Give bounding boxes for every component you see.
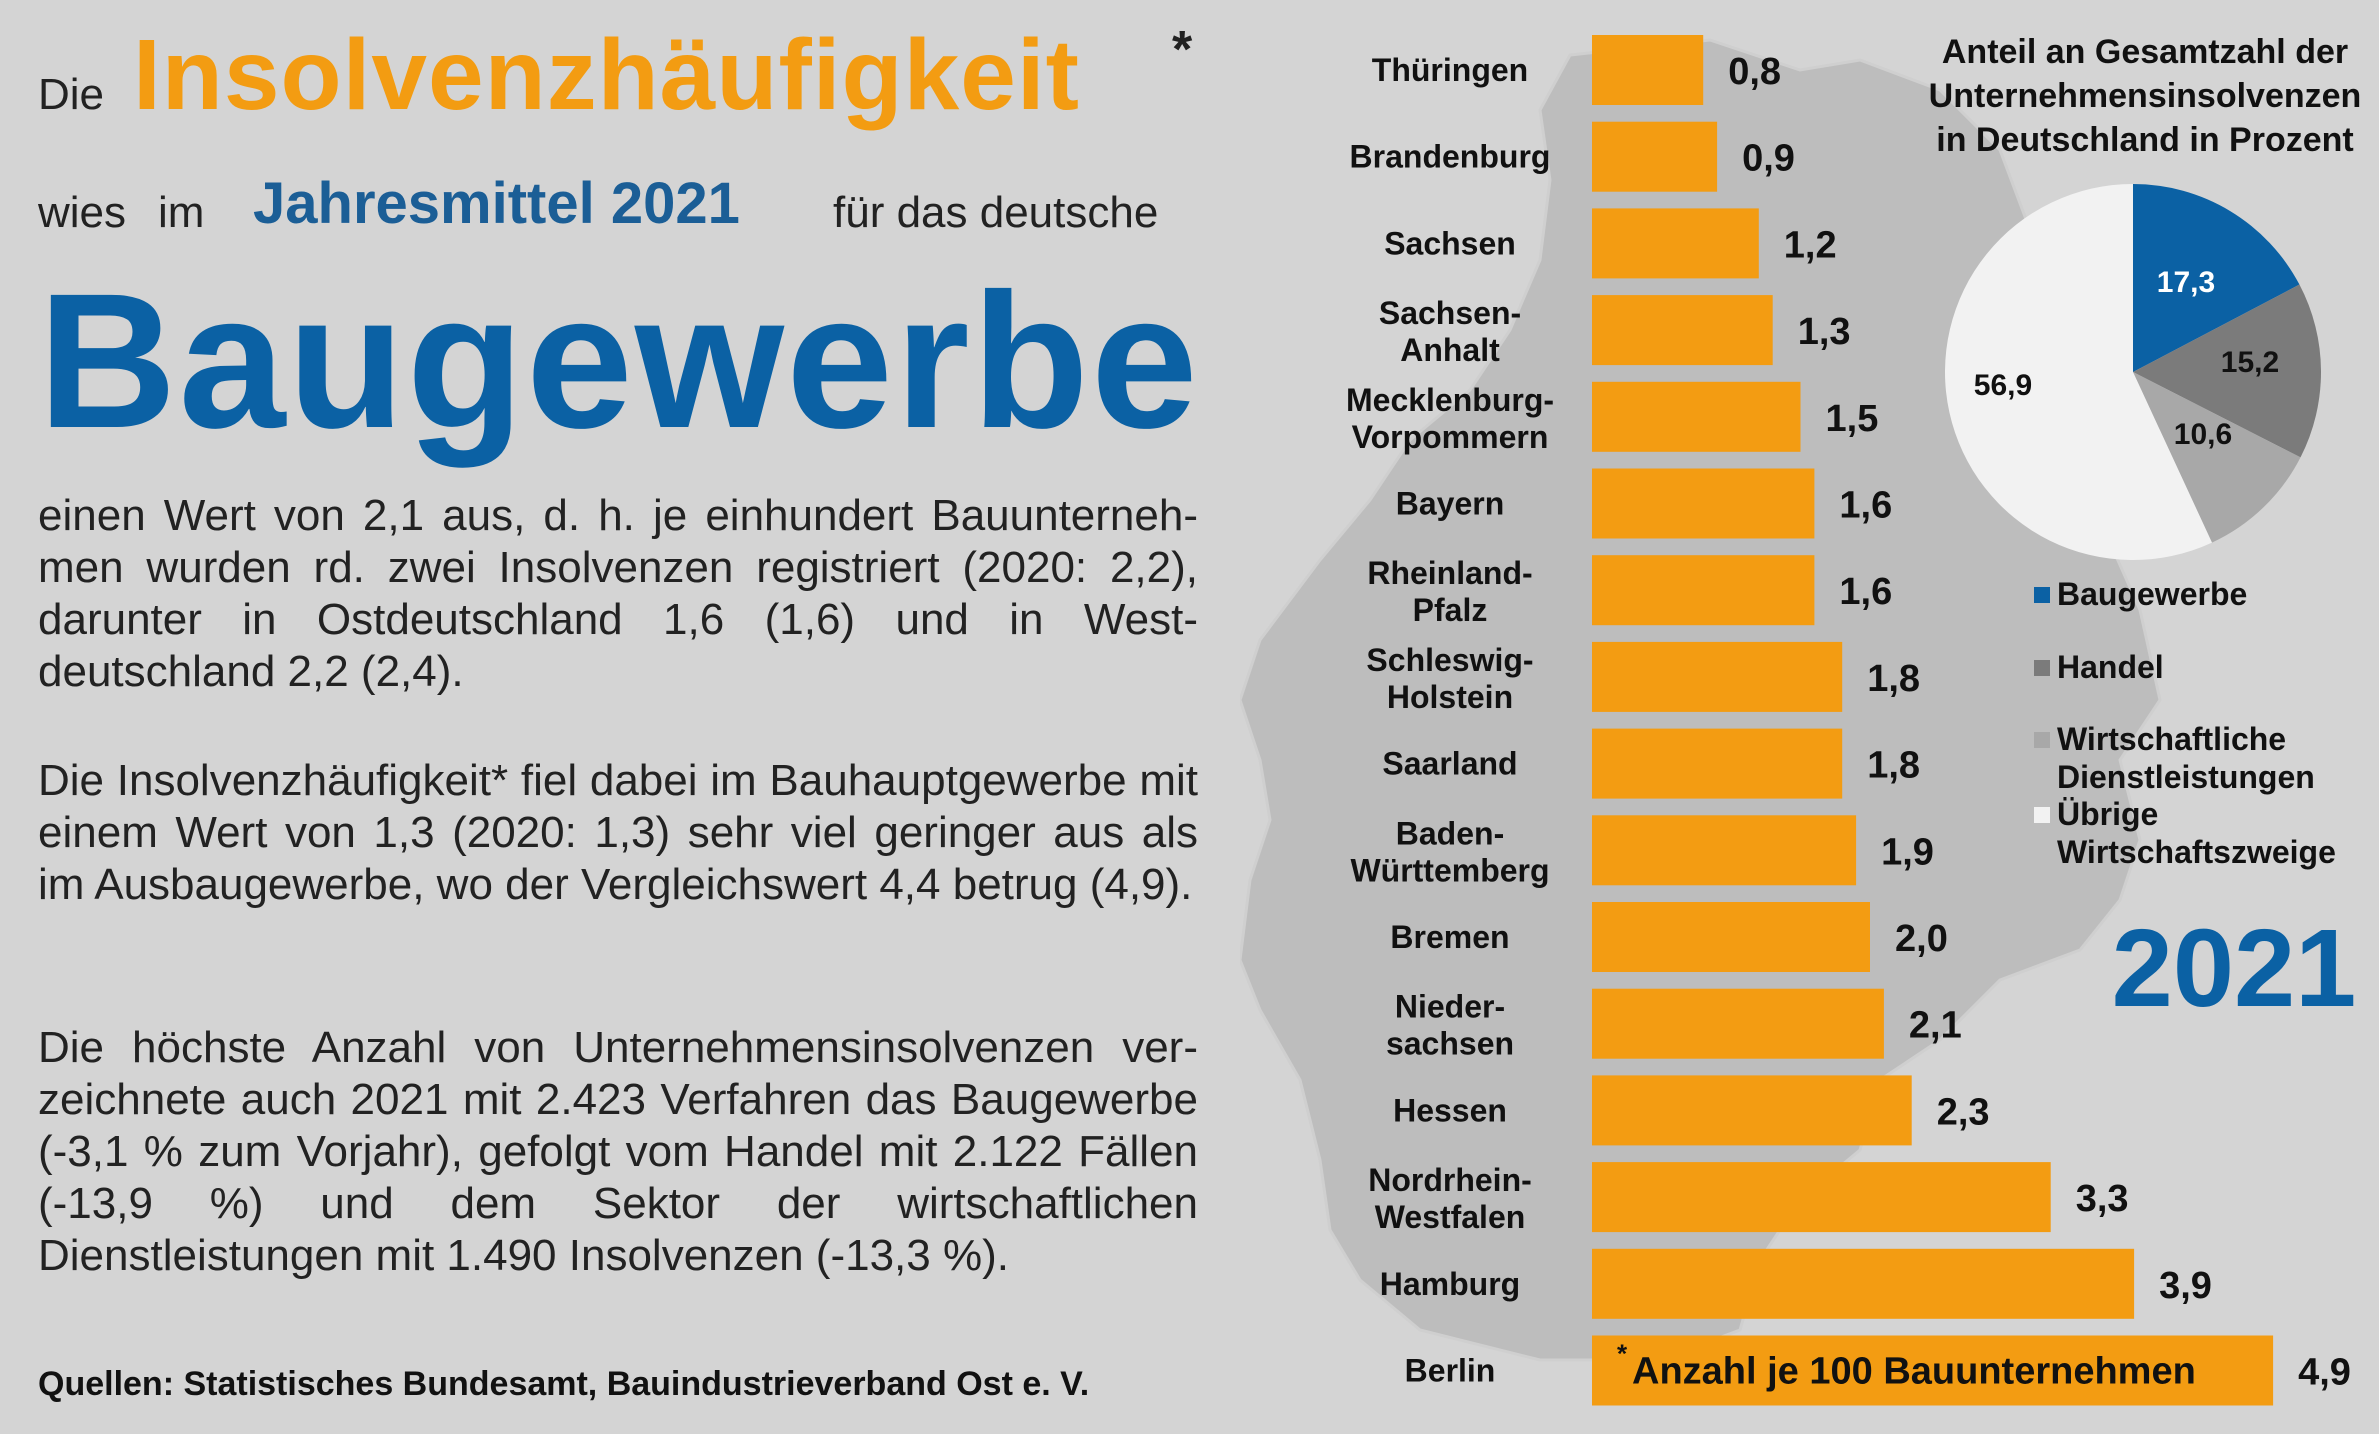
value-label-10: 2,0 <box>1895 918 1948 960</box>
category-label-11-a: Nieder- <box>1395 989 1505 1025</box>
headline-row2: wies im Jahresmittel 2021 für das deutsc… <box>38 170 1198 250</box>
chart-svg: Thüringen 0,8 Brandenburg 0,9 Sachsen 1,2 Sach… <box>1346 33 2362 1406</box>
category-label-5: Bayern <box>1396 486 1505 522</box>
category-label-3-b: Anhalt <box>1400 332 1500 368</box>
legend-label-1-0: Handel <box>2057 649 2164 685</box>
pie-slice-1 <box>2133 284 2321 458</box>
category-label-15: Berlin <box>1405 1353 1496 1389</box>
value-label-1: 0,9 <box>1742 138 1795 180</box>
pie-title-line-1: Unternehmensinsolvenzen <box>1929 77 2362 115</box>
bar-9 <box>1592 815 1857 886</box>
footnote-star: * <box>1617 1339 1628 1369</box>
bar-13 <box>1592 1162 2051 1233</box>
legend-label-2-0: Wirtschaftliche <box>2057 721 2286 757</box>
pie-value-label-3: 56,9 <box>1974 369 2032 402</box>
value-label-5: 1,6 <box>1839 485 1892 527</box>
value-label-3: 1,3 <box>1798 311 1851 353</box>
value-label-14: 3,9 <box>2159 1265 2212 1307</box>
category-label-1: Brandenburg <box>1350 139 1551 175</box>
headline-big: Baugewerbe <box>38 253 1200 468</box>
text-panel: Die Insolvenzhäufigkeit * wies im Jahres… <box>38 19 1200 1403</box>
value-label-13: 3,3 <box>2076 1178 2129 1220</box>
bar-6 <box>1592 555 1815 626</box>
value-label-12: 2,3 <box>1937 1091 1990 1133</box>
legend-label-3-1: Wirtschaftszweige <box>2057 834 2336 870</box>
category-label-9-a: Baden- <box>1396 815 1504 851</box>
legend-swatch-2 <box>2034 732 2050 748</box>
bar-14 <box>1592 1248 2135 1319</box>
value-label-15: 4,9 <box>2298 1352 2351 1394</box>
bar-1 <box>1592 121 1718 192</box>
category-label-13-a: Nordrhein- <box>1368 1162 1532 1198</box>
pie-title-line-2: in Deutschland in Prozent <box>1936 121 2353 159</box>
value-label-2: 1,2 <box>1784 224 1837 266</box>
paragraph-3: Die höchste Anzahl von Unternehmensinsol… <box>38 1023 1198 1280</box>
bar-15 <box>1592 1335 2274 1406</box>
bar-4 <box>1592 381 1801 452</box>
value-label-9: 1,9 <box>1881 831 1934 873</box>
pie-value-label-1: 15,2 <box>2221 346 2279 379</box>
category-label-2: Sachsen <box>1384 225 1516 261</box>
row2-word-c: für das deutsche <box>833 188 1159 237</box>
bar-12 <box>1592 1075 1912 1146</box>
legend-swatch-3 <box>2034 807 2050 823</box>
bar-0 <box>1592 35 1704 105</box>
row2-word-a: wies <box>38 188 127 237</box>
sources: Quellen: Statistisches Bundesamt, Bauind… <box>38 1365 1090 1403</box>
legend-label-2-1: Dienstleistungen <box>2057 759 2315 795</box>
category-label-0: Thüringen <box>1372 52 1528 88</box>
headline-prefix: Die <box>38 70 105 119</box>
category-label-12: Hessen <box>1393 1092 1507 1128</box>
row2-highlight: Jahresmittel 2021 <box>253 171 740 236</box>
bar-7 <box>1592 641 1843 712</box>
category-label-6-a: Rheinland- <box>1367 555 1532 591</box>
category-label-11-b: sachsen <box>1386 1026 1514 1062</box>
footnote-text: Anzahl je 100 Bauunternehmen <box>1632 1351 2196 1393</box>
category-label-4-b: Vorpommern <box>1352 419 1549 455</box>
legend-swatch-1 <box>2034 660 2050 676</box>
pie-slice-3 <box>1944 184 2212 560</box>
paragraph-1: einen Wert von 2,1 aus, d. h. je einhund… <box>38 491 1198 696</box>
paragraph-2: Die Insolvenzhäufigkeit* fiel dabei im B… <box>38 756 1198 909</box>
category-label-14: Hamburg <box>1380 1266 1520 1302</box>
pie-title-line-0: Anteil an Gesamtzahl der <box>1942 33 2348 71</box>
pie-slice-2 <box>2133 372 2301 543</box>
legend-swatch-0 <box>2034 587 2050 603</box>
value-label-7: 1,8 <box>1867 658 1920 700</box>
category-label-4-a: Mecklenburg- <box>1346 382 1554 418</box>
bar-5 <box>1592 468 1815 539</box>
pie-value-label-2: 10,6 <box>2174 418 2232 451</box>
value-label-0: 0,8 <box>1728 51 1781 93</box>
year-label: 2021 <box>2112 907 2357 1030</box>
headline-main: Insolvenzhäufigkeit <box>133 19 1080 131</box>
category-label-3-a: Sachsen- <box>1379 295 1521 331</box>
category-label-9-b: Württemberg <box>1350 852 1549 888</box>
pie-value-label-0: 17,3 <box>2157 266 2215 299</box>
category-label-13-b: Westfalen <box>1375 1199 1526 1235</box>
bar-10 <box>1592 902 1870 972</box>
bar-2 <box>1592 208 1759 279</box>
category-label-7-b: Holstein <box>1387 679 1513 715</box>
category-label-6-b: Pfalz <box>1413 592 1488 628</box>
value-label-11: 2,1 <box>1909 1005 1962 1047</box>
value-label-6: 1,6 <box>1839 571 1892 613</box>
value-label-4: 1,5 <box>1826 398 1879 440</box>
bar-8 <box>1592 728 1843 799</box>
legend-label-0-0: Baugewerbe <box>2057 576 2247 612</box>
chart-panel: Thüringen 0,8 Brandenburg 0,9 Sachsen 1,2 Sach… <box>1240 0 2379 1434</box>
category-label-10: Bremen <box>1390 919 1509 955</box>
bar-3 <box>1592 295 1773 366</box>
legend-label-3-0: Übrige <box>2057 796 2158 832</box>
value-label-8: 1,8 <box>1867 745 1920 787</box>
headline-star: * <box>1172 21 1193 79</box>
bar-11 <box>1592 988 1884 1059</box>
pie-slice-0 <box>2133 184 2300 372</box>
category-label-8: Saarland <box>1382 746 1517 782</box>
row2-word-b: im <box>158 188 205 237</box>
category-label-7-a: Schleswig- <box>1366 642 1533 678</box>
